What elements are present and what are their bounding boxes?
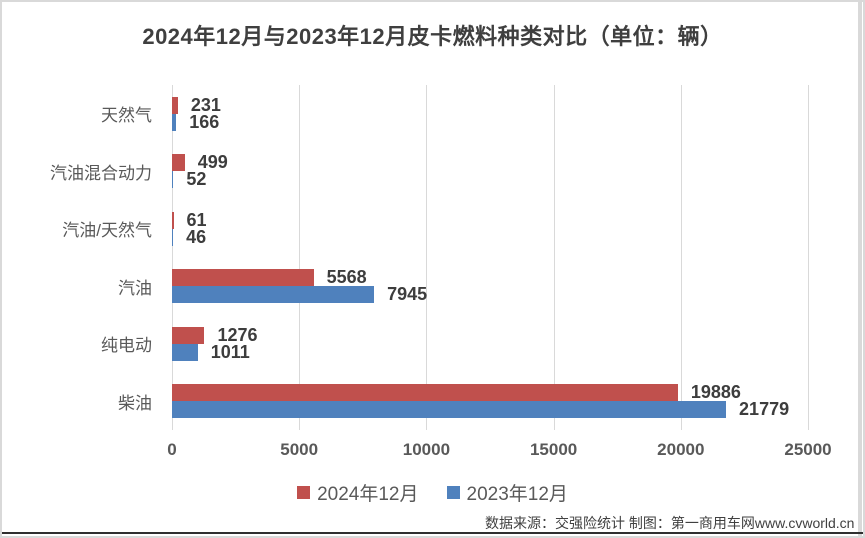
x-axis: 0 5000 10000 15000 20000 25000 (167, 440, 831, 462)
category-row: 纯电动 1276 1011 (2, 315, 863, 373)
x-tick-label: 25000 (784, 440, 832, 459)
bar-line: 1011 (172, 341, 808, 362)
bar-2023年12月 (172, 286, 375, 304)
value-label: 231 (190, 94, 221, 115)
value-label: 166 (189, 111, 220, 132)
category-row: 汽油 5568 7945 (2, 258, 863, 316)
bar-line: 52 (172, 169, 808, 190)
category-label: 汽油/天然气 (62, 221, 152, 241)
value-label: 499 (197, 152, 228, 173)
category-label: 柴油 (118, 393, 152, 413)
bar-line: 7945 (172, 284, 808, 305)
bar-2024年12月 (172, 96, 178, 114)
x-tick-label: 5000 (280, 440, 319, 459)
gridline (172, 85, 173, 430)
category-label: 汽油混合动力 (50, 163, 152, 183)
category-row: 汽油/天然气 61 46 (2, 200, 863, 258)
x-tick-label: 0 (167, 440, 177, 459)
bar-group: 19886 21779 (172, 382, 808, 420)
gridline (299, 85, 301, 430)
bar-2024年12月 (172, 326, 205, 344)
bar-2023年12月 (172, 401, 727, 419)
category-rows: 天然气 231 166 汽油混合动力 499 52 汽油/天然气 61 46 汽油 5568 7945… (2, 85, 863, 430)
bar-line: 1276 (172, 324, 808, 345)
bar-line: 46 (172, 226, 808, 247)
category-row: 柴油 19886 21779 (2, 373, 863, 431)
data-source: 数据来源：交强险统计 制图：第一商用车网www.cvworld.cn (485, 515, 855, 531)
value-label: 5568 (326, 267, 367, 288)
right-edge-band (858, 2, 862, 536)
legend-swatch-icon (297, 486, 311, 499)
bar-2023年12月 (172, 343, 198, 361)
bar-group: 231 166 (172, 94, 808, 132)
bar-2023年12月 (172, 113, 177, 131)
bar-line: 61 (172, 209, 808, 230)
bar-line: 5568 (172, 267, 808, 288)
category-label: 纯电动 (101, 336, 152, 356)
gridline (680, 85, 682, 430)
bar-2024年12月 (172, 269, 314, 287)
value-label: 61 (186, 209, 207, 230)
legend-label: 2023年12月 (466, 484, 568, 505)
bottom-border-line (2, 532, 863, 534)
legend-item: 2024年12月 (297, 479, 419, 506)
x-tick-label: 10000 (402, 440, 451, 459)
bar-line: 19886 (172, 382, 808, 403)
value-label: 21779 (739, 399, 790, 420)
legend-item: 2023年12月 (446, 479, 568, 506)
legend: 2024年12月 2023年12月 (2, 479, 863, 506)
value-label: 1276 (217, 324, 258, 345)
value-label: 19886 (690, 382, 741, 403)
category-row: 汽油混合动力 499 52 (2, 143, 863, 201)
bar-2023年12月 (172, 228, 174, 246)
x-tick-label: 20000 (657, 440, 705, 459)
category-label: 汽油 (118, 278, 152, 298)
gridline (808, 85, 809, 430)
bar-line: 499 (172, 152, 808, 173)
bar-2023年12月 (172, 171, 174, 189)
bar-line: 231 (172, 94, 808, 115)
value-label: 1011 (210, 341, 250, 362)
value-label: 7945 (387, 284, 428, 305)
bar-line: 21779 (172, 399, 808, 420)
category-label: 天然气 (101, 106, 152, 126)
bar-2024年12月 (172, 154, 185, 172)
gridline (426, 85, 428, 430)
gridlines (172, 85, 809, 430)
bar-group: 61 46 (172, 209, 808, 247)
value-label: 52 (186, 169, 207, 190)
legend-label: 2024年12月 (317, 484, 419, 505)
bar-2024年12月 (172, 211, 174, 229)
bar-group: 5568 7945 (172, 267, 808, 305)
gridline (553, 85, 555, 430)
chart-title: 2024年12月与2023年12月皮卡燃料种类对比（单位：辆） (142, 24, 723, 49)
bar-2024年12月 (172, 384, 678, 402)
category-row: 天然气 231 166 (2, 85, 863, 143)
bar-group: 1276 1011 (172, 324, 808, 362)
value-label: 46 (186, 226, 207, 247)
bar-group: 499 52 (172, 152, 808, 190)
legend-swatch-icon (446, 486, 460, 499)
bar-line: 166 (172, 111, 808, 132)
x-tick-label: 15000 (529, 440, 578, 459)
